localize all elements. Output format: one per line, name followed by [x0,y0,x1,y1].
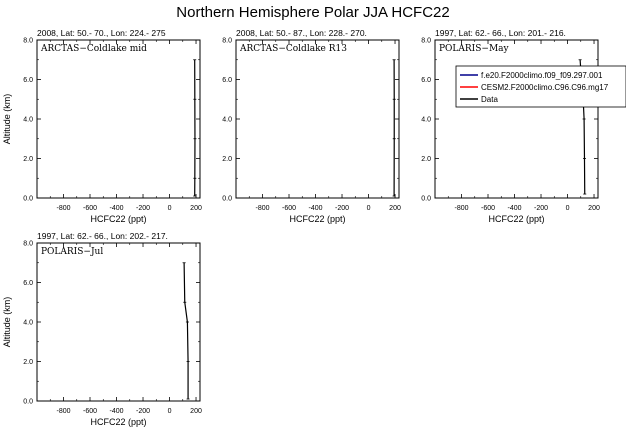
x-tick-label: -600 [83,205,97,212]
x-tick-label: -200 [534,205,548,212]
y-tick-label: 4.0 [23,320,33,327]
chart-panel: 1997, Lat: 62.- 66., Lon: 202.- 217. -800… [2,231,202,427]
chart-panel: 2008, Lat: 50.- 87., Lon: 228.- 270. -800… [222,28,401,224]
y-tick-label: 4.0 [23,117,33,124]
x-tick-label: -800 [255,205,269,212]
x-tick-label: 0 [566,205,570,212]
x-axis-label: HCFC22 (ppt) [90,214,146,224]
x-tick-label: -800 [56,408,70,415]
figure-title: Northern Hemisphere Polar JJA HCFC22 [176,4,449,21]
y-tick-label: 0.0 [421,196,431,203]
plot-frame [235,39,400,199]
x-tick-label: 0 [168,205,172,212]
y-tick-label: 6.0 [23,280,33,287]
x-tick-label: -600 [481,205,495,212]
y-tick-label: 0.0 [23,196,33,203]
panel-label: POLARIS−May [439,44,510,54]
x-tick-label: -200 [136,205,150,212]
x-axis-label: HCFC22 (ppt) [289,214,345,224]
plot-frame [434,39,599,199]
x-tick-label: 0 [367,205,371,212]
y-tick-label: 4.0 [421,117,431,124]
y-tick-label: 8.0 [23,38,33,45]
y-tick-label: 0.0 [23,399,33,406]
plot-frame [36,39,201,199]
x-axis-label: HCFC22 (ppt) [90,417,146,427]
legend-label: CESM2.F2000climo.C96.C96.mg17 [481,83,609,92]
panel-info: 1997, Lat: 62.- 66., Lon: 201.- 216. [435,28,566,38]
series-line [183,262,189,400]
y-tick-label: 4.0 [222,117,232,124]
x-tick-label: -800 [454,205,468,212]
x-tick-label: -400 [110,408,124,415]
y-axis-label: Altitude (km) [2,94,12,145]
panel-info: 2008, Lat: 50.- 87., Lon: 228.- 270. [236,28,367,38]
x-tick-label: 200 [190,408,202,415]
panel-label: ARCTAS−Coldlake mid [40,44,147,54]
legend-label: Data [481,95,498,104]
x-tick-label: -400 [508,205,522,212]
y-axis-label: Altitude (km) [2,297,12,348]
panel-label: POLARIS−Jul [41,247,103,257]
x-tick-label: 200 [588,205,600,212]
x-tick-label: -800 [56,205,70,212]
x-tick-label: 200 [389,205,401,212]
y-tick-label: 2.0 [23,156,33,163]
panel-label: ARCTAS−Coldlake R13 [239,44,347,54]
x-tick-label: -200 [136,408,150,415]
legend-label: f.e20.F2000climo.f09_f09.297.001 [481,71,603,80]
panel-info: 2008, Lat: 50.- 70., Lon: 224.- 275 [37,28,166,38]
plot-frame [36,242,201,402]
y-tick-label: 8.0 [421,38,431,45]
y-tick-label: 6.0 [222,77,232,84]
y-tick-label: 0.0 [222,196,232,203]
y-tick-label: 8.0 [222,38,232,45]
x-tick-label: -600 [282,205,296,212]
x-tick-label: 200 [190,205,202,212]
x-tick-label: -400 [110,205,124,212]
chart-panel: 1997, Lat: 62.- 66., Lon: 201.- 216. -800… [421,28,600,224]
x-tick-label: 0 [168,408,172,415]
x-axis-label: HCFC22 (ppt) [488,214,544,224]
legend-box [455,65,626,108]
y-tick-label: 2.0 [23,359,33,366]
panel-info: 1997, Lat: 62.- 66., Lon: 202.- 217. [37,231,168,241]
y-tick-label: 6.0 [23,77,33,84]
y-tick-label: 8.0 [23,241,33,248]
legend: f.e20.F2000climo.f09_f09.297.001 CESM2.F2… [455,65,626,108]
y-tick-label: 6.0 [421,77,431,84]
y-tick-label: 2.0 [421,156,431,163]
x-tick-label: -600 [83,408,97,415]
chart-panel: 2008, Lat: 50.- 70., Lon: 224.- 275 -800 -… [2,28,202,224]
y-tick-label: 2.0 [222,156,232,163]
x-tick-label: -400 [309,205,323,212]
x-tick-label: -200 [335,205,349,212]
